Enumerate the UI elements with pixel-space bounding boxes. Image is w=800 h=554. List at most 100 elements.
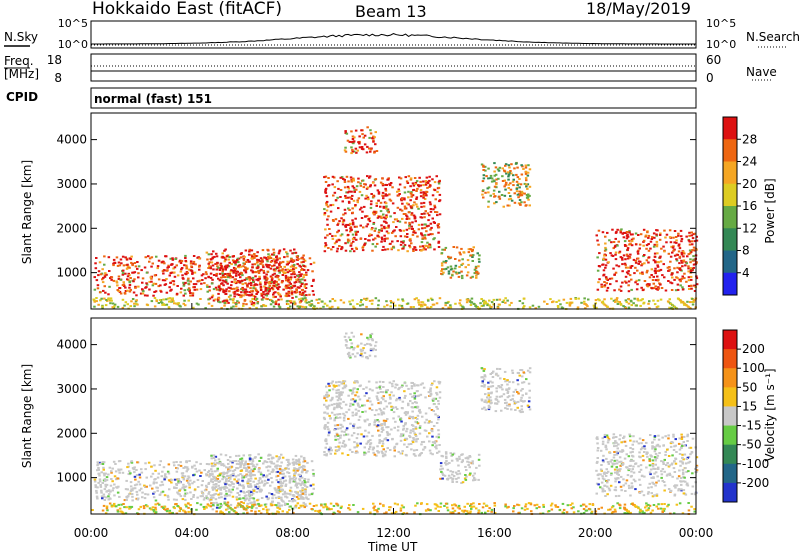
- heatmap-cell: [423, 216, 426, 219]
- heatmap-cell: [660, 476, 663, 479]
- heatmap-cell: [248, 497, 252, 500]
- y-tick-label: 2000: [56, 221, 87, 235]
- heatmap-cell: [429, 390, 432, 393]
- heatmap-cell: [226, 501, 230, 504]
- heatmap-cell: [400, 420, 403, 423]
- heatmap-cell: [272, 284, 276, 287]
- heatmap-cell: [447, 257, 451, 260]
- heatmap-cell: [232, 470, 235, 473]
- heatmap-cell: [380, 236, 384, 239]
- heatmap-cell: [289, 268, 293, 271]
- beam-label: Beam 13: [355, 2, 427, 21]
- heatmap-cell: [238, 497, 241, 500]
- heatmap-cell: [458, 472, 462, 475]
- heatmap-cell: [300, 476, 304, 479]
- heatmap-cell: [687, 270, 690, 273]
- heatmap-cell: [274, 496, 278, 499]
- heatmap-cell: [625, 237, 629, 240]
- heatmap-cell: [434, 198, 437, 201]
- heatmap-cell: [371, 389, 374, 392]
- heatmap-cell: [140, 471, 144, 474]
- heatmap-cell: [189, 491, 192, 494]
- heatmap-cell: [297, 258, 300, 260]
- heatmap-cell: [367, 198, 370, 201]
- heatmap-cell: [426, 241, 429, 244]
- heatmap-cell: [295, 278, 298, 281]
- heatmap-cell: [414, 416, 417, 419]
- heatmap-cell: [383, 407, 386, 410]
- heatmap-cell: [108, 285, 111, 288]
- heatmap-cell: [603, 303, 606, 306]
- heatmap-cell: [381, 194, 384, 197]
- heatmap-cell: [353, 423, 356, 426]
- heatmap-cell: [382, 220, 386, 223]
- heatmap-cell: [259, 471, 263, 474]
- heatmap-cell: [632, 258, 636, 261]
- heatmap-cell: [277, 252, 281, 255]
- heatmap-cell: [429, 203, 432, 206]
- heatmap-cell: [681, 288, 685, 291]
- heatmap-cell: [429, 228, 432, 231]
- heatmap-cell: [261, 258, 264, 261]
- heatmap-cell: [302, 254, 305, 257]
- heatmap-cell: [255, 278, 258, 281]
- heatmap-cell: [504, 407, 507, 410]
- heatmap-cell: [268, 284, 271, 287]
- heatmap-cell: [516, 166, 519, 169]
- heatmap-cell: [489, 177, 492, 180]
- heatmap-cell: [279, 480, 282, 483]
- heatmap-cell: [674, 289, 678, 292]
- heatmap-cell: [323, 395, 326, 398]
- heatmap-cell: [246, 491, 249, 493]
- heatmap-cell: [393, 212, 396, 215]
- heatmap-cell: [517, 392, 520, 395]
- heatmap-cell: [245, 469, 249, 471]
- heatmap-cell: [352, 348, 355, 351]
- heatmap-cell: [517, 196, 520, 199]
- heatmap-cell: [128, 274, 131, 277]
- heatmap-cell: [471, 256, 474, 258]
- heatmap-cell: [181, 274, 184, 277]
- heatmap-cell: [501, 175, 504, 178]
- heatmap-cell: [290, 276, 293, 279]
- heatmap-cell: [340, 217, 343, 220]
- heatmap-cell: [471, 248, 474, 251]
- heatmap-cell: [605, 472, 609, 474]
- heatmap-cell: [421, 415, 424, 418]
- heatmap-cell: [166, 470, 170, 473]
- heatmap-cell: [407, 203, 410, 206]
- heatmap-cell: [185, 492, 189, 495]
- heatmap-cell: [295, 462, 299, 465]
- heatmap-cell: [133, 466, 136, 469]
- heatmap-cell: [344, 212, 347, 215]
- heatmap-cell: [274, 285, 277, 288]
- heatmap-cell: [402, 247, 405, 250]
- heatmap-cell: [472, 254, 475, 257]
- heatmap-cell: [123, 285, 126, 287]
- heatmap-cell: [413, 215, 417, 218]
- heatmap-cell: [446, 477, 450, 480]
- heatmap-cell: [625, 234, 629, 237]
- heatmap-cell: [227, 480, 231, 482]
- heatmap-cell: [336, 180, 339, 183]
- heatmap-cell: [397, 189, 401, 192]
- heatmap-cell: [431, 217, 434, 220]
- heatmap-cell: [408, 417, 411, 420]
- heatmap-cell: [335, 250, 339, 253]
- heatmap-cell: [502, 205, 505, 208]
- heatmap-cell: [600, 464, 603, 466]
- heatmap-cell: [687, 253, 690, 256]
- heatmap-cell: [647, 243, 650, 245]
- heatmap-cell: [196, 256, 199, 259]
- heatmap-cell: [268, 465, 272, 468]
- heatmap-cell: [518, 193, 521, 196]
- heatmap-cell: [359, 182, 362, 185]
- heatmap-cell: [327, 404, 331, 407]
- heatmap-cell: [385, 405, 389, 408]
- heatmap-cell: [466, 259, 470, 262]
- heatmap-cell: [169, 281, 172, 284]
- heatmap-cell: [144, 462, 147, 465]
- heatmap-cell: [654, 452, 658, 455]
- heatmap-cell: [205, 486, 209, 489]
- heatmap-cell: [423, 421, 427, 424]
